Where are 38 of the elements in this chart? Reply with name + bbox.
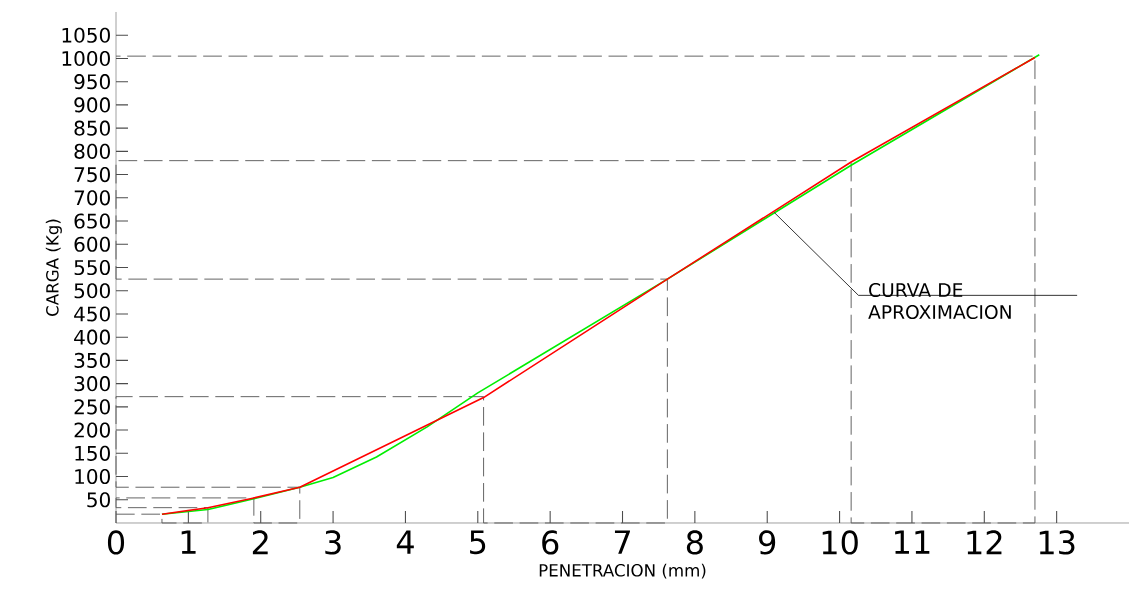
y-tick-label: 1050 [62, 27, 110, 43]
y-tick-label: 300 [74, 376, 110, 392]
x-tick-label: 10 [822, 530, 858, 555]
y-tick-label: 200 [74, 422, 110, 438]
x-axis-title: PENETRACION (mm) [539, 563, 706, 579]
y-tick-label: 950 [74, 74, 110, 90]
y-tick-label: 50 [87, 492, 110, 508]
x-tick-label: 2 [252, 530, 268, 555]
x-tick-label: 3 [325, 530, 341, 555]
x-tick-label: 7 [614, 530, 630, 554]
y-tick-label: 900 [74, 97, 110, 113]
x-tick-label: 1 [181, 530, 196, 554]
y-tick-label: 600 [74, 236, 110, 252]
y-tick-label: 550 [74, 259, 110, 276]
y-tick-label: 850 [74, 120, 110, 136]
x-tick-label: 11 [895, 530, 930, 554]
y-tick-label: 100 [75, 468, 110, 485]
y-tick-label: 350 [74, 352, 110, 368]
x-tick-label: 6 [542, 530, 559, 555]
x-tick-label: 5 [470, 530, 486, 555]
y-tick-label: 1000 [62, 50, 110, 67]
annotation: CURVA DE APROXIMACION [868, 282, 1011, 320]
x-tick-label: 12 [967, 530, 1002, 555]
y-tick-label: 450 [74, 306, 110, 322]
y-tick-label: 750 [74, 167, 110, 183]
y-tick-label: 150 [75, 445, 110, 461]
y-tick-label: 400 [74, 329, 110, 345]
x-tick-label: 0 [107, 530, 125, 555]
x-tick-label: 4 [396, 530, 414, 554]
y-tick-label: 700 [74, 190, 110, 206]
x-tick-label: 8 [686, 530, 703, 555]
x-tick-label: 13 [1039, 530, 1075, 555]
y-tick-label: 650 [74, 213, 110, 229]
x-tick-label: 9 [759, 530, 776, 555]
y-tick-label: 500 [74, 283, 110, 299]
y-axis-title: CARGA (Kg) [45, 219, 62, 316]
y-tick-label: 250 [74, 399, 110, 415]
y-tick-label: 800 [74, 143, 110, 159]
